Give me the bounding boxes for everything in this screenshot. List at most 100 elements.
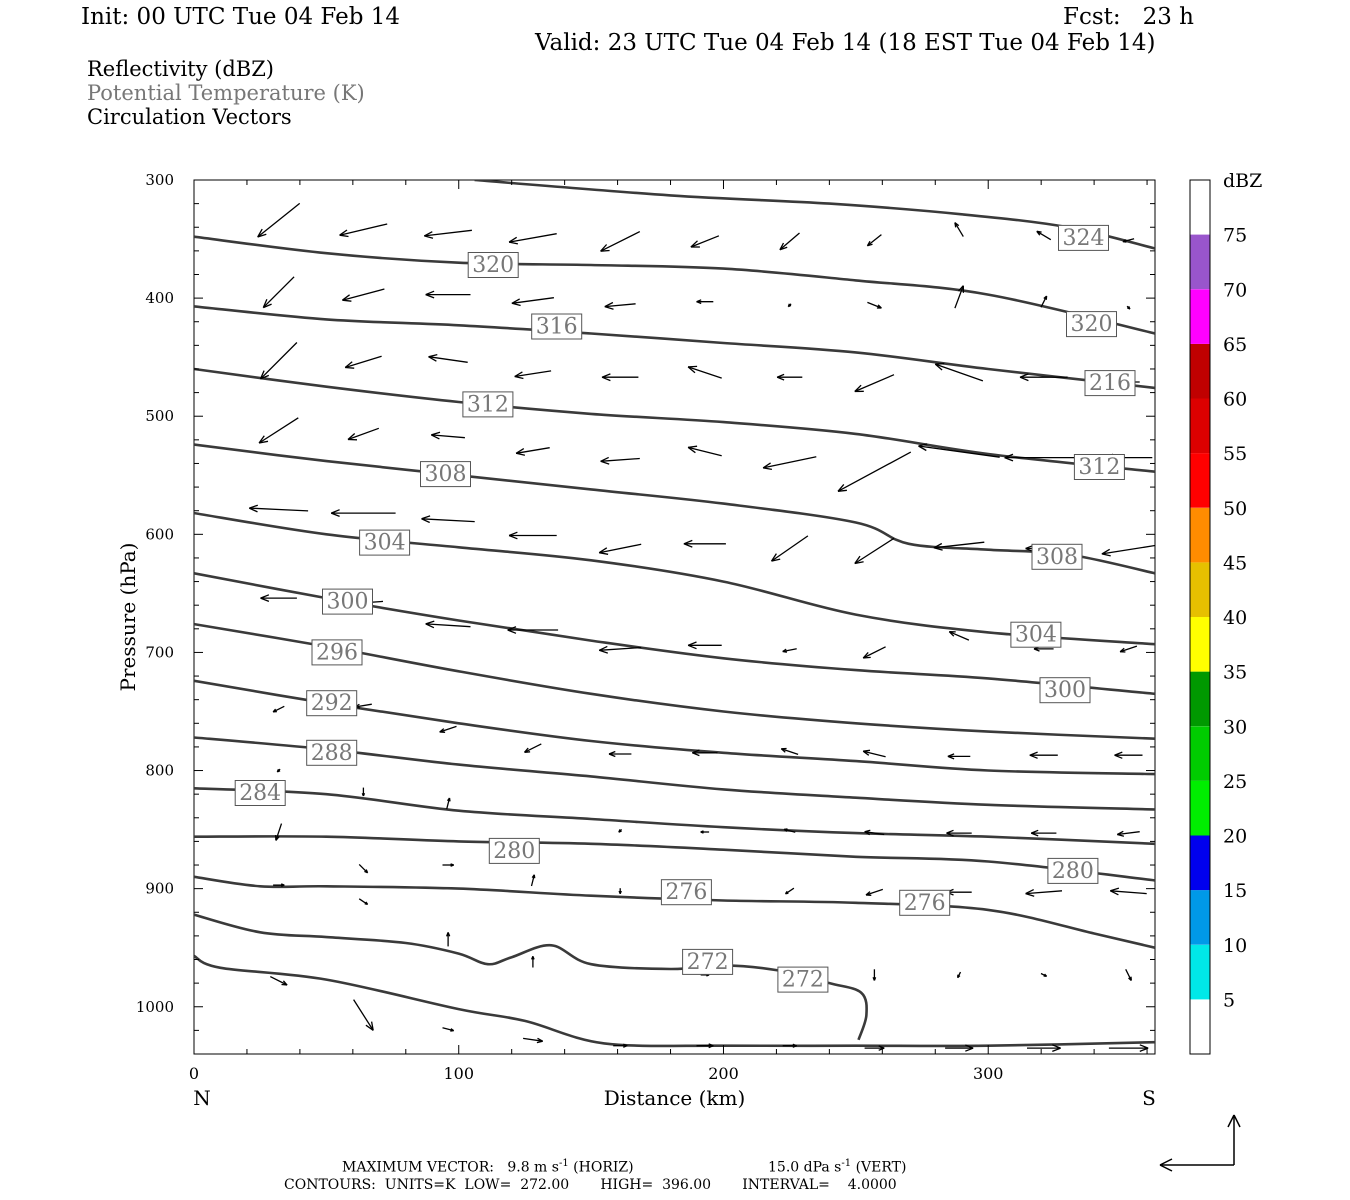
- contour-label-text: 308: [425, 462, 467, 487]
- circulation-vector: [598, 543, 642, 555]
- circulation-vector: [1019, 373, 1068, 382]
- contour-label: 292: [306, 690, 358, 717]
- colorbar-swatch: [1190, 944, 1210, 1000]
- circulation-vector: [601, 373, 639, 382]
- init-time: Init: 00 UTC Tue 04 Feb 14: [81, 4, 401, 30]
- colorbar: 5 10 15 20 25 30 35 40 45 50 55 60 65 70 75 dBZ: [1189, 170, 1262, 1055]
- contour-label: 216: [1084, 370, 1136, 397]
- circulation-vector: [442, 863, 454, 867]
- circulation-vector: [867, 301, 882, 309]
- circulation-vector: [1125, 969, 1132, 981]
- circulation-vector: [442, 1027, 455, 1032]
- circulation-vector: [947, 753, 971, 760]
- circulation-vector: [598, 645, 642, 654]
- contour-label-text: 276: [904, 891, 946, 916]
- circulation-vector: [507, 626, 559, 634]
- colorbar-swatch: [1190, 890, 1210, 945]
- circulation-vector: [783, 828, 796, 833]
- colorbar-tick-label: 10: [1223, 935, 1247, 957]
- circulation-vector: [358, 898, 369, 906]
- theta-contour-324-0: [474, 180, 1155, 250]
- contour-label: 324: [1058, 224, 1109, 251]
- contour-label: 272: [777, 966, 829, 993]
- circulation-vector: [1119, 645, 1138, 653]
- x-tick-label: 300: [973, 1064, 1004, 1083]
- y-tick-label: 900: [145, 880, 174, 898]
- circulation-vector: [687, 641, 722, 650]
- circulation-vector: [762, 456, 817, 471]
- circulation-vector: [508, 531, 557, 540]
- circulation-vector: [1101, 544, 1155, 557]
- contour-label-text: 272: [687, 950, 729, 975]
- horiz-tag: (HORIZ): [573, 1159, 634, 1176]
- circulation-vector: [1116, 830, 1140, 837]
- circulation-vector: [1110, 887, 1147, 896]
- colorbar-tick-label: 30: [1223, 716, 1247, 738]
- circulation-vector: [259, 342, 298, 380]
- circulation-vector: [948, 631, 970, 641]
- contour-label-text: 304: [1015, 623, 1057, 648]
- circulation-vector: [872, 969, 877, 981]
- circulation-vector: [425, 620, 471, 629]
- x-axis-end-label: S: [1142, 1086, 1156, 1110]
- reference-vector-icon: [1159, 1114, 1241, 1172]
- colorbar-swatch: [1190, 343, 1210, 399]
- circulation-vector: [690, 235, 720, 248]
- circulation-vector: [260, 594, 297, 603]
- circulation-vector: [934, 363, 984, 382]
- colorbar-swatch: [1190, 835, 1210, 891]
- circulation-vector: [508, 233, 557, 245]
- theta-contour-312-5: [194, 367, 1155, 473]
- contour-label: 304: [359, 529, 411, 556]
- circulation-vector: [837, 451, 912, 492]
- colorbar-unit: dBZ: [1223, 170, 1262, 192]
- circulation-vector: [272, 705, 285, 713]
- circulation-vector: [696, 1043, 714, 1049]
- contour-info: CONTOURS: UNITS=K LOW= 272.00 HIGH= 396.…: [284, 1177, 897, 1193]
- contour-label: 288: [306, 739, 358, 766]
- colorbar-swatch: [1190, 671, 1210, 727]
- circulation-vector: [1036, 230, 1052, 241]
- circulation-vector: [330, 509, 396, 518]
- circulation-vector: [1040, 295, 1048, 308]
- contour-label-text: 280: [1052, 859, 1094, 884]
- contour-label: 308: [1031, 543, 1083, 570]
- circulation-vector: [511, 297, 554, 307]
- x-tick-label: 200: [708, 1064, 739, 1083]
- colorbar-tick-label: 60: [1223, 389, 1247, 411]
- circulation-vector: [945, 1044, 974, 1052]
- contour-label-text: 316: [536, 315, 578, 340]
- circulation-vector: [1004, 453, 1083, 462]
- circulation-vector: [600, 231, 641, 252]
- theta-contour-268-23: [194, 954, 1155, 1048]
- circulation-vector: [770, 535, 809, 562]
- contour-label: 320: [467, 252, 519, 278]
- contour-label-text: 276: [665, 880, 707, 905]
- field-reflectivity-label: Reflectivity (dBZ): [87, 57, 275, 81]
- y-tick-label: 1000: [136, 998, 174, 1016]
- y-tick-label: 500: [145, 407, 174, 425]
- y-axis-label: Pressure (hPa): [116, 543, 140, 692]
- plot-frame: [193, 179, 1156, 1055]
- circulation-vector: [864, 1045, 885, 1051]
- circulation-vector: [683, 539, 726, 548]
- circulation-vector: [613, 1043, 628, 1048]
- colorbar-swatch: [1190, 453, 1210, 508]
- vert-vector-line: 15.0 dPa s-1 (VERT): [768, 1159, 906, 1175]
- circulation-vector: [361, 787, 366, 797]
- circulation-vector: [270, 976, 288, 986]
- colorbar-tick-label: 20: [1223, 826, 1247, 848]
- circulation-vector: [692, 749, 718, 757]
- contour-label-text: 312: [467, 392, 509, 417]
- contour-label: 272: [682, 948, 734, 975]
- contour-label-text: 296: [316, 640, 358, 665]
- valid-time: Valid: 23 UTC Tue 04 Feb 14 (18 EST Tue …: [535, 30, 1156, 56]
- colorbar-swatch: [1190, 780, 1210, 836]
- circulation-vector: [854, 537, 895, 565]
- circulation-vector: [257, 202, 301, 238]
- colorbar-tick-label: 25: [1223, 771, 1247, 793]
- contour-label: 312: [462, 391, 514, 418]
- circulation-vector: [1108, 1044, 1149, 1053]
- circulation-vector: [258, 417, 299, 444]
